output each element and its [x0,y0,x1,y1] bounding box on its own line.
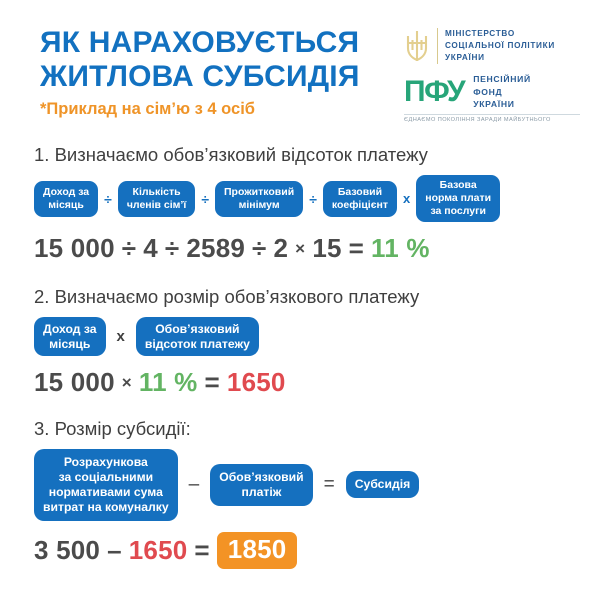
ministry-line-1: МІНІСТЕРСТВО [445,29,515,38]
formula-operator: х [403,191,411,206]
equation-token: 1650 [226,367,286,397]
pfu-line-2: ФОНД [473,86,503,97]
step-2-formula: Доход за місяць х Обов’язковий відсоток пл… [34,317,600,356]
formula-chip: Прожитковий мінімум [215,180,304,217]
trident-icon [406,30,428,61]
formula-operator: ÷ [201,190,209,207]
formula-operator: – [188,474,200,496]
title-line-1: ЯК НАРАХОВУЄТЬСЯ [40,26,360,59]
equation-token: × [121,372,132,392]
logo-divider [437,28,438,64]
equation-result-badge: 1850 [216,531,298,569]
equation-token: = [194,534,210,565]
page-subtitle: *Приклад на сім’ю з 4 осіб [40,100,255,119]
header: ЯК НАРАХОВУЄТЬСЯ ЖИТЛОВА СУБСИДІЯ *Прикл… [0,0,600,144]
formula-chip: Обов’язковий платіж [210,463,313,506]
equation-token: – [107,534,122,565]
step-3-formula: Розрахункова за соціальними нормативами … [34,449,600,521]
ministry-logo: МІНІСТЕРСТВО СОЦІАЛЬНОЇ ПОЛІТИКИ УКРАЇНИ [404,28,582,64]
step-3: 3. Розмір субсидії: Розрахункова за соці… [0,418,600,569]
equation-token: × [295,238,306,258]
pfu-logo-text: ПЕНСІЙНИЙ ФОНД УКРАЇНИ [473,73,531,112]
equation-token: ÷ [121,233,137,263]
ministry-line-3: УКРАЇНИ [445,52,485,62]
formula-chip: Субсидія [345,471,420,499]
equation-token: 2 [273,233,289,263]
title-line-2: ЖИТЛОВА СУБСИДІЯ [40,59,360,93]
equation-token: ÷ [252,233,267,263]
step-3-title: 3. Розмір субсидії: [34,418,191,439]
equation-token: 11 % [138,367,198,397]
step-2-title: 2. Визначаємо розмір обов’язкового плате… [34,286,420,307]
equation-token: ÷ [164,233,180,263]
pfu-line-3: УКРАЇНИ [473,99,515,110]
equation-token: 4 [143,233,158,263]
ministry-line-2: СОЦІАЛЬНОЇ ПОЛІТИКИ [445,40,555,50]
equation-token: 2589 [186,233,246,263]
formula-chip: Кількість членів сім’ї [117,180,196,217]
formula-chip: Доход за місяць [34,317,106,356]
equation-token: 3 500 [34,534,101,565]
formula-chip: Доход за місяць [34,180,99,217]
formula-operator: = [323,474,335,496]
equation-token: 15 000 [34,233,115,263]
step-1: 1. Визначаємо обов’язковий відсоток плат… [0,144,600,264]
ministry-logo-text: МІНІСТЕРСТВО СОЦІАЛЬНОЇ ПОЛІТИКИ УКРАЇНИ [445,28,555,64]
pfu-tagline: ЄДНАЄМО ПОКОЛІННЯ ЗАРАДИ МАЙБУТНЬОГО [404,114,580,123]
formula-chip: Розрахункова за соціальними нормативами … [34,449,178,521]
formula-operator: ÷ [309,190,317,207]
formula-chip: Обов’язковий відсоток платежу [135,317,259,356]
step-1-formula: Доход за місяць ÷ Кількість членів сім’ї ÷ П… [34,175,600,222]
formula-operator: х [116,328,125,345]
pension-fund-logo: ПФУ ПЕНСІЙНИЙ ФОНД УКРАЇНИ [404,73,582,112]
step-3-equation: 3 500–1650 = 1850 [34,531,600,569]
page-title: ЯК НАРАХОВУЄТЬСЯ ЖИТЛОВА СУБСИДІЯ *Прикл… [40,26,420,119]
pfu-wordmark: ПФУ [404,75,466,108]
equation-token: 15 [312,233,342,263]
equation-token: 15 000 [34,367,115,397]
step-2-equation: 15 000 × 11 % = 1650 [34,367,600,398]
formula-chip: Базовий коефіцієнт [322,180,398,217]
step-1-title: 1. Визначаємо обов’язковий відсоток плат… [34,144,428,165]
step-1-equation: 15 000 ÷ 4 ÷ 2589 ÷ 2 × 15 = 11 % [34,233,600,264]
formula-operator: ÷ [104,190,112,207]
logo-group: МІНІСТЕРСТВО СОЦІАЛЬНОЇ ПОЛІТИКИ УКРАЇНИ… [404,28,582,123]
equation-token: = [204,367,220,397]
equation-token: 11 % [371,233,430,263]
step-2: 2. Визначаємо розмір обов’язкового плате… [0,286,600,398]
equation-token: 1650 [128,534,188,565]
equation-token: = [348,233,365,263]
pfu-line-1: ПЕНСІЙНИЙ [473,73,531,84]
formula-chip: Базова норма плати за послуги [416,175,501,222]
